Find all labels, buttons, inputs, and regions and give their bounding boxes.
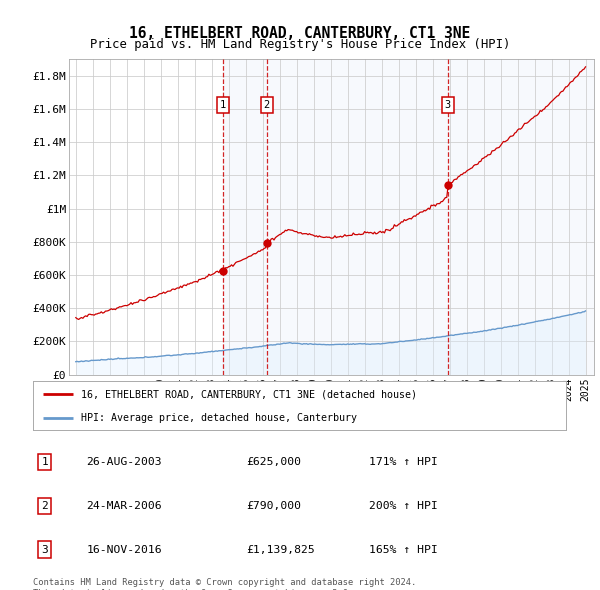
Text: 2: 2	[41, 501, 48, 511]
Text: 3: 3	[41, 545, 48, 555]
Text: £625,000: £625,000	[246, 457, 301, 467]
Text: 26-AUG-2003: 26-AUG-2003	[86, 457, 162, 467]
Text: 24-MAR-2006: 24-MAR-2006	[86, 501, 162, 511]
Text: 171% ↑ HPI: 171% ↑ HPI	[368, 457, 437, 467]
Text: This data is licensed under the Open Government Licence v3.0.: This data is licensed under the Open Gov…	[33, 589, 353, 590]
Text: 16, ETHELBERT ROAD, CANTERBURY, CT1 3NE (detached house): 16, ETHELBERT ROAD, CANTERBURY, CT1 3NE …	[81, 389, 417, 399]
Text: 3: 3	[445, 100, 451, 110]
Text: 1: 1	[220, 100, 226, 110]
Text: £790,000: £790,000	[246, 501, 301, 511]
Text: £1,139,825: £1,139,825	[246, 545, 315, 555]
Text: Contains HM Land Registry data © Crown copyright and database right 2024.: Contains HM Land Registry data © Crown c…	[33, 578, 416, 587]
Text: 200% ↑ HPI: 200% ↑ HPI	[368, 501, 437, 511]
Bar	[223, 59, 594, 375]
Text: 2: 2	[263, 100, 270, 110]
Text: 16, ETHELBERT ROAD, CANTERBURY, CT1 3NE: 16, ETHELBERT ROAD, CANTERBURY, CT1 3NE	[130, 25, 470, 41]
Text: 165% ↑ HPI: 165% ↑ HPI	[368, 545, 437, 555]
Text: 16-NOV-2016: 16-NOV-2016	[86, 545, 162, 555]
Text: HPI: Average price, detached house, Canterbury: HPI: Average price, detached house, Cant…	[81, 413, 357, 423]
Text: Price paid vs. HM Land Registry's House Price Index (HPI): Price paid vs. HM Land Registry's House …	[90, 38, 510, 51]
Text: 1: 1	[41, 457, 48, 467]
